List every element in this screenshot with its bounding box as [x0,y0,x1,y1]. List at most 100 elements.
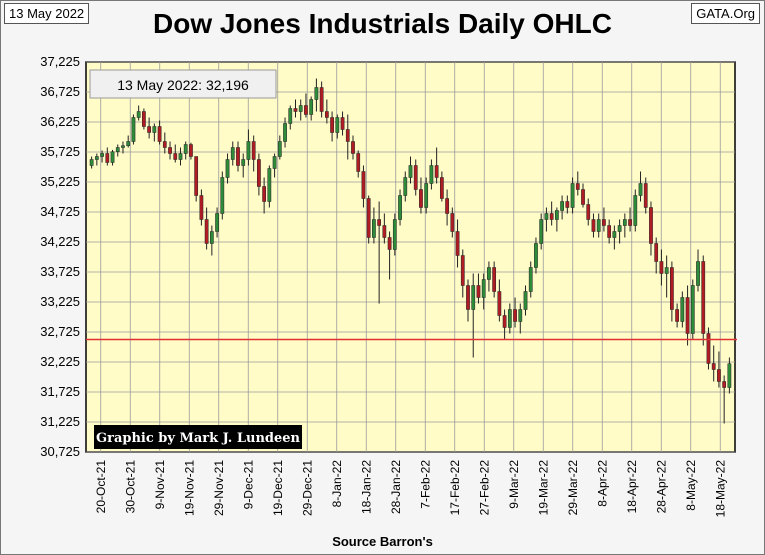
candle [471,273,476,358]
candle-body [236,147,240,166]
candle [434,147,439,184]
candle [445,189,449,226]
candle [403,171,408,202]
candle [659,249,664,286]
candle [481,273,486,310]
candle-body [680,297,685,322]
candle [706,327,711,370]
candle-body [288,108,293,124]
candle-body [330,117,334,133]
candle [142,108,146,130]
candle-body [460,255,465,286]
candle [199,189,204,226]
candle [162,132,167,154]
candle [372,207,376,244]
candle [225,153,230,184]
candle [460,249,465,298]
candle-body [565,201,570,208]
candle-body [324,111,329,118]
candle-body [115,147,120,152]
candle [262,177,266,214]
candle [126,135,131,148]
candle [534,237,538,274]
candle [204,207,209,250]
x-tick-label: 29-Mar-22 [566,460,580,516]
candle-body [612,231,617,238]
x-tick-label: 8-Jan-22 [330,460,344,508]
candle-body [481,279,486,298]
candle-body [419,189,423,208]
candle-body [319,87,324,112]
candle-body [372,219,376,238]
x-tick-label: 18-Jan-22 [359,460,373,514]
candle-body [487,267,491,280]
candle [398,189,402,226]
candle-body [570,183,575,208]
candle-body [633,195,638,226]
candle-body [345,129,350,142]
candle [711,345,716,382]
candle [466,279,470,322]
candle-body [591,219,596,232]
y-tick-label: 35,725 [40,144,80,159]
candle [152,123,157,142]
candle [591,213,596,238]
candle-body [126,141,131,146]
candle-body [528,267,533,292]
y-tick-label: 31,225 [40,414,80,429]
candle [649,201,653,256]
candle [560,195,564,220]
watermark-group: Graphic by Mark J. Lundeen [94,425,302,449]
candle-body [277,141,282,157]
candle [622,213,627,238]
candle-body [664,267,669,274]
candle-body [157,126,162,142]
candle [670,261,674,322]
candle [246,129,251,166]
candle-body [142,111,146,127]
candle [455,219,460,268]
candle [382,213,387,244]
candle [680,291,685,328]
info-box-group: 13 May 2022: 32,196 [89,69,277,99]
candle-body [162,141,167,148]
candle-body [403,177,408,196]
candle-body [178,153,183,160]
candle-body [507,309,512,328]
candle-body [220,177,225,214]
candle [555,207,559,232]
candle [288,105,293,130]
candle [544,207,549,232]
x-tick-label: 9-Dec-21 [241,460,255,510]
candle-body [539,219,544,244]
candle [387,231,392,280]
candle-body [476,285,481,298]
candle [549,201,554,226]
candle [717,351,721,388]
candle-body [701,261,706,334]
candle-body [183,144,188,154]
candle [539,213,544,250]
y-tick-label: 31,725 [40,384,80,399]
candle-body [147,126,151,133]
candle [361,165,366,208]
y-tick-label: 34,725 [40,204,80,219]
candle [173,144,178,163]
candle [183,141,188,160]
candle [492,261,497,298]
candle [638,171,643,202]
candle-body [502,315,507,328]
candle [429,159,434,190]
candle-body [262,186,266,202]
x-tick-label: 8-Apr-22 [595,460,609,507]
candle [157,120,162,145]
candle-body [246,141,251,160]
candle [570,177,575,214]
candle-body [168,147,172,154]
candle-body [706,333,711,364]
candle [518,303,523,334]
candle [701,255,706,346]
candle [220,171,225,220]
watermark-text: Graphic by Mark J. Lundeen [96,431,301,446]
candle [241,153,246,178]
